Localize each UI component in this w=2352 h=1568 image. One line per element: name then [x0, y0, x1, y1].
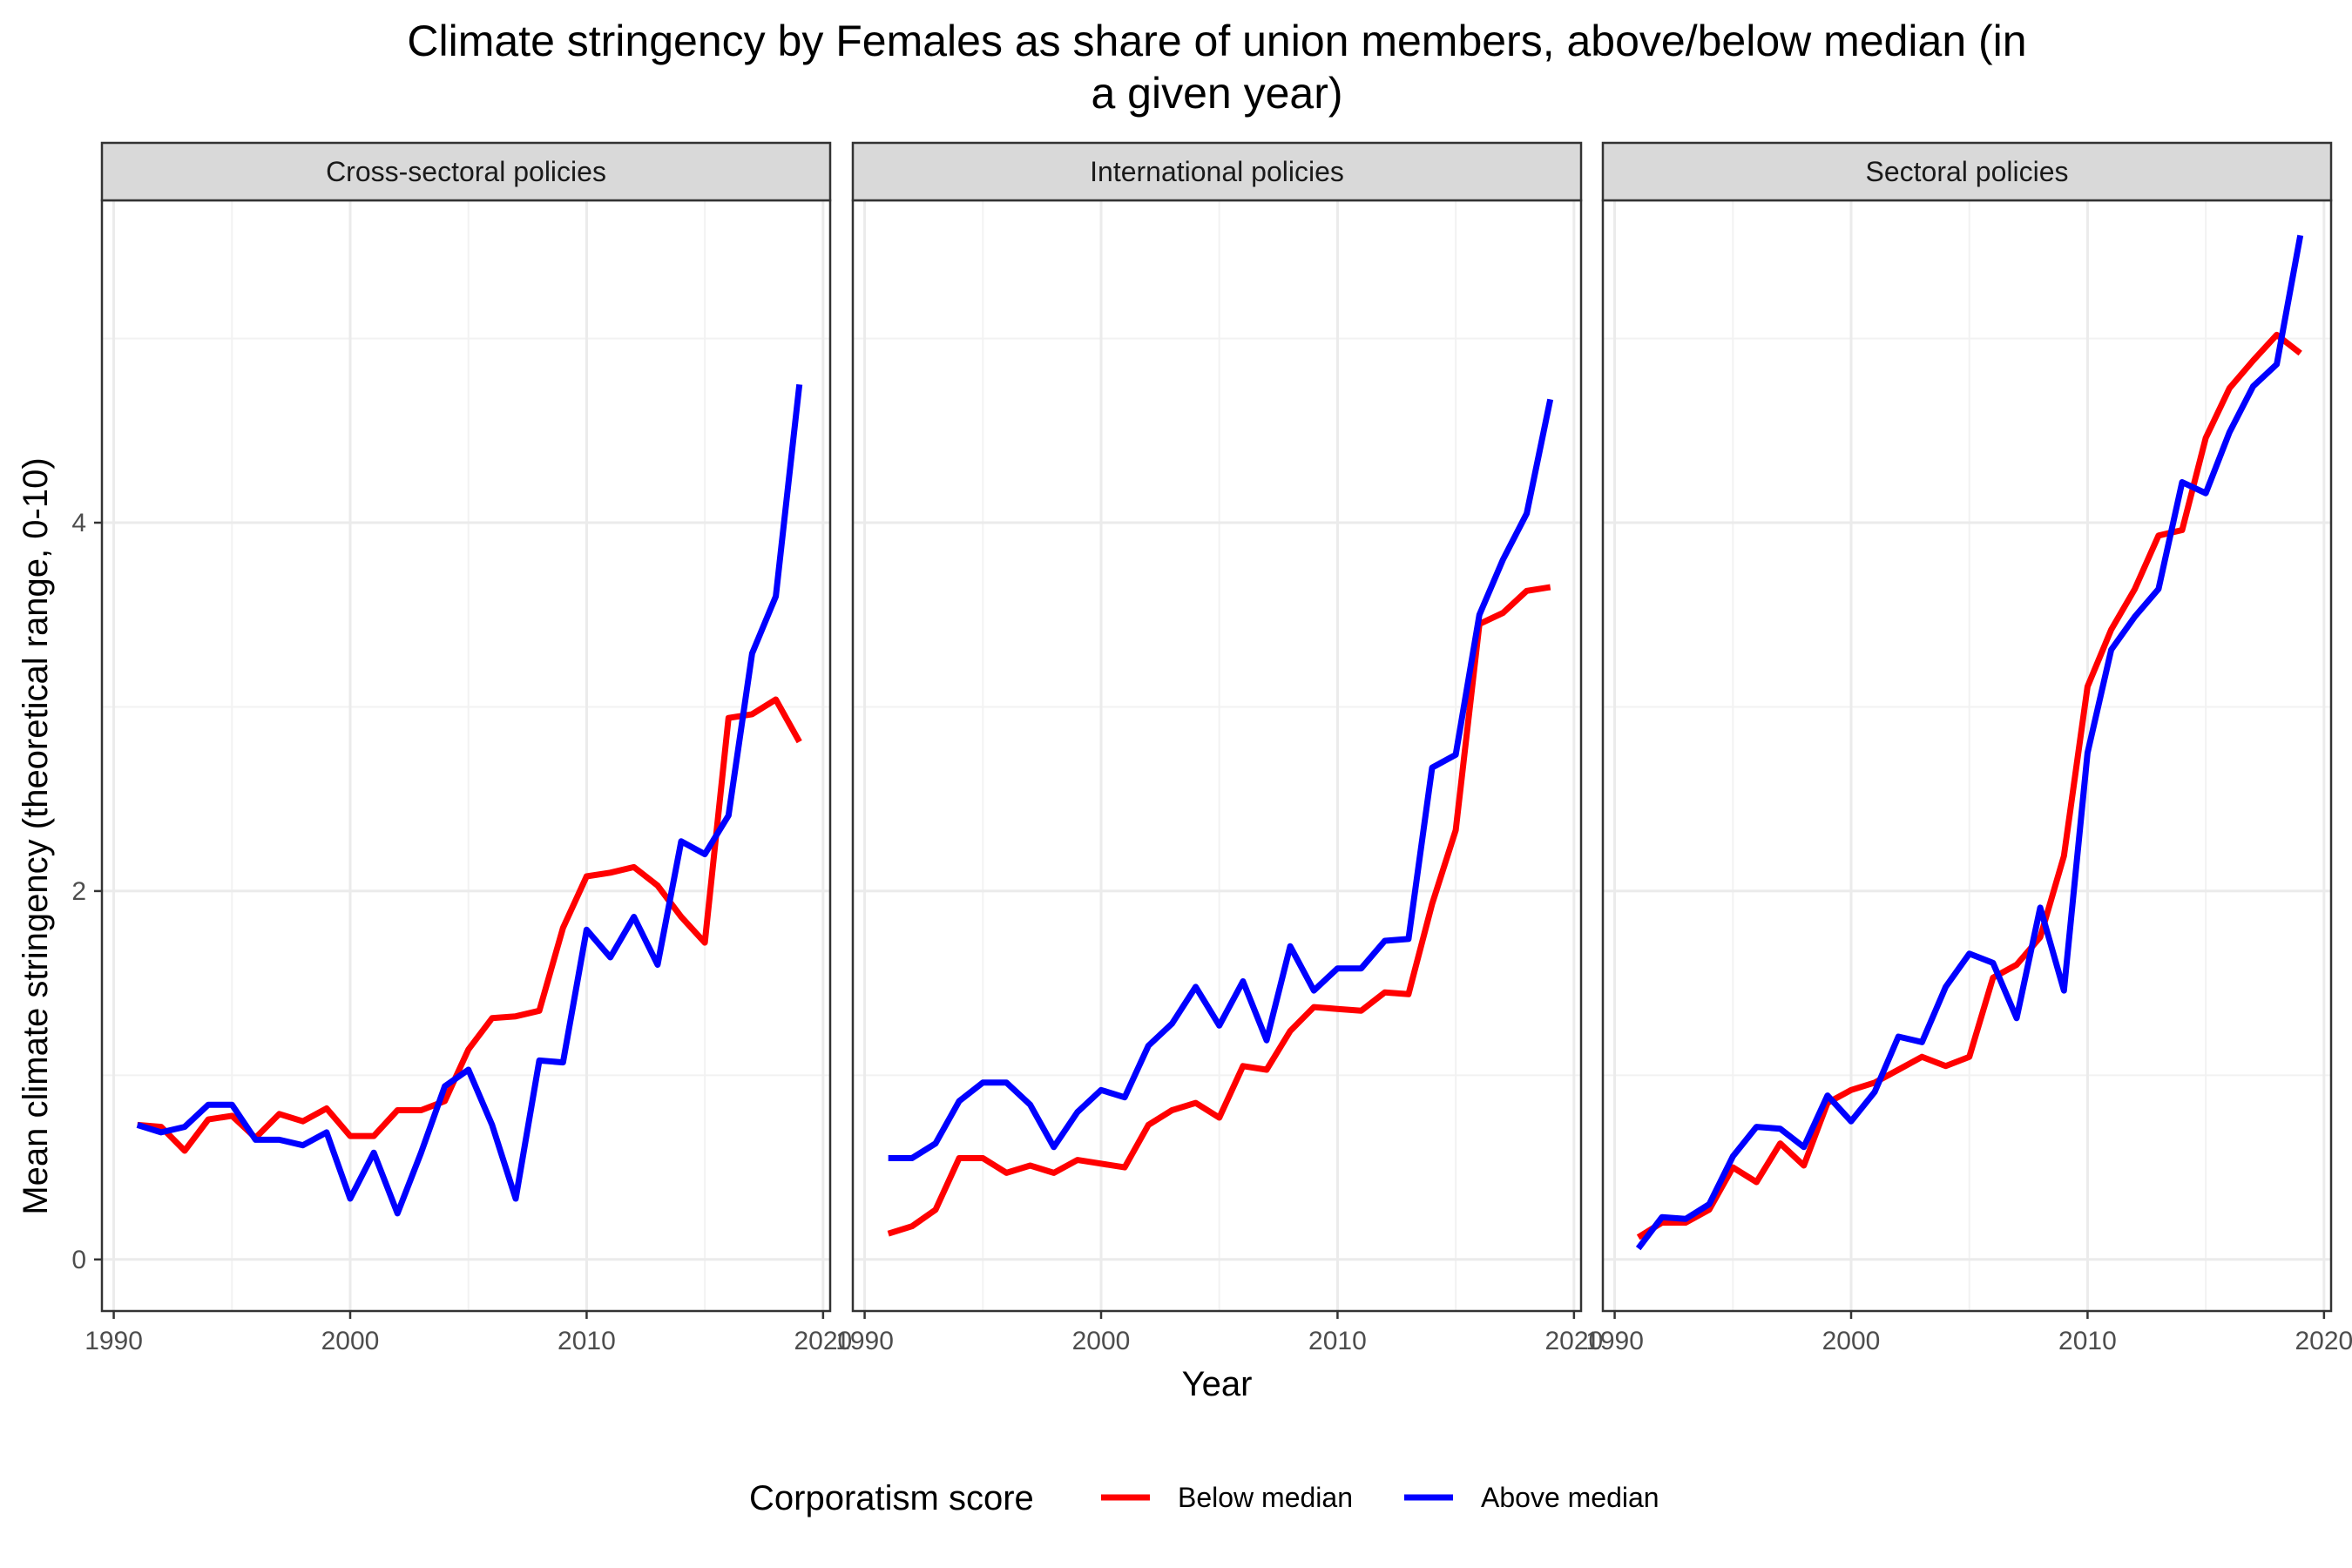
facet-strip-label: International policies — [1090, 156, 1344, 187]
panel-background — [1603, 200, 2331, 1311]
facet-panel-1: Cross-sectoral policies 1990 2000 2010 2020 0… — [71, 141, 852, 1355]
x-tick-label: 2010 — [2058, 1327, 2117, 1355]
panel-grid — [1603, 200, 2331, 1311]
series-line-above-median — [888, 398, 1554, 1161]
x-tick-label: 2000 — [1822, 1327, 1881, 1355]
legend-title: Corporatism score — [749, 1479, 1034, 1517]
series-line-below-median — [887, 584, 1551, 1237]
facet-strip — [100, 141, 832, 202]
y-tick-label: 0 — [71, 1246, 86, 1274]
facet-strip — [1601, 141, 2333, 202]
x-tick-label: 2000 — [1072, 1327, 1131, 1355]
x-tick-label: 2010 — [1308, 1327, 1367, 1355]
legend: Corporatism score Below median Above med… — [749, 1479, 1659, 1517]
x-tick-label: 1990 — [1585, 1327, 1644, 1355]
chart-title-line-2: a given year) — [1091, 69, 1342, 118]
legend-label-above-median: Above median — [1481, 1482, 1659, 1513]
panel-background — [102, 200, 830, 1311]
series-line-below-median — [1636, 331, 2302, 1240]
panel-grid — [853, 200, 1581, 1311]
x-tick-label: 2020 — [2295, 1327, 2352, 1355]
y-axis-title: Mean climate stringency (theoretical ran… — [17, 457, 55, 1214]
facet-panel-3: Sectoral policies 1990 2000 2010 2020 — [1585, 141, 2352, 1355]
y-tick-label: 4 — [71, 509, 86, 537]
panel-background — [853, 200, 1581, 1311]
panel-grid — [102, 200, 830, 1311]
x-tick-label: 1990 — [84, 1327, 143, 1355]
facet-panel-2: International policies 1990 2000 2010 2020 — [835, 141, 1603, 1355]
facet-strip-label: Cross-sectoral policies — [326, 156, 606, 187]
chart-title-line-1: Climate stringency by Females as share o… — [407, 17, 2026, 65]
x-axis-title: Year — [1182, 1365, 1253, 1403]
series-line-above-median — [136, 384, 803, 1217]
series-line-above-median — [1635, 234, 2304, 1251]
x-tick-label: 2020 — [794, 1327, 852, 1355]
x-tick-label: 1990 — [835, 1327, 894, 1355]
legend-label-below-median: Below median — [1178, 1482, 1353, 1513]
x-tick-label: 2020 — [1544, 1327, 1603, 1355]
facet-strip-label: Sectoral policies — [1866, 156, 2069, 187]
facet-strip — [851, 141, 1583, 202]
x-tick-label: 2000 — [321, 1327, 380, 1355]
y-tick-label: 2 — [71, 877, 86, 906]
x-tick-label: 2010 — [558, 1327, 616, 1355]
